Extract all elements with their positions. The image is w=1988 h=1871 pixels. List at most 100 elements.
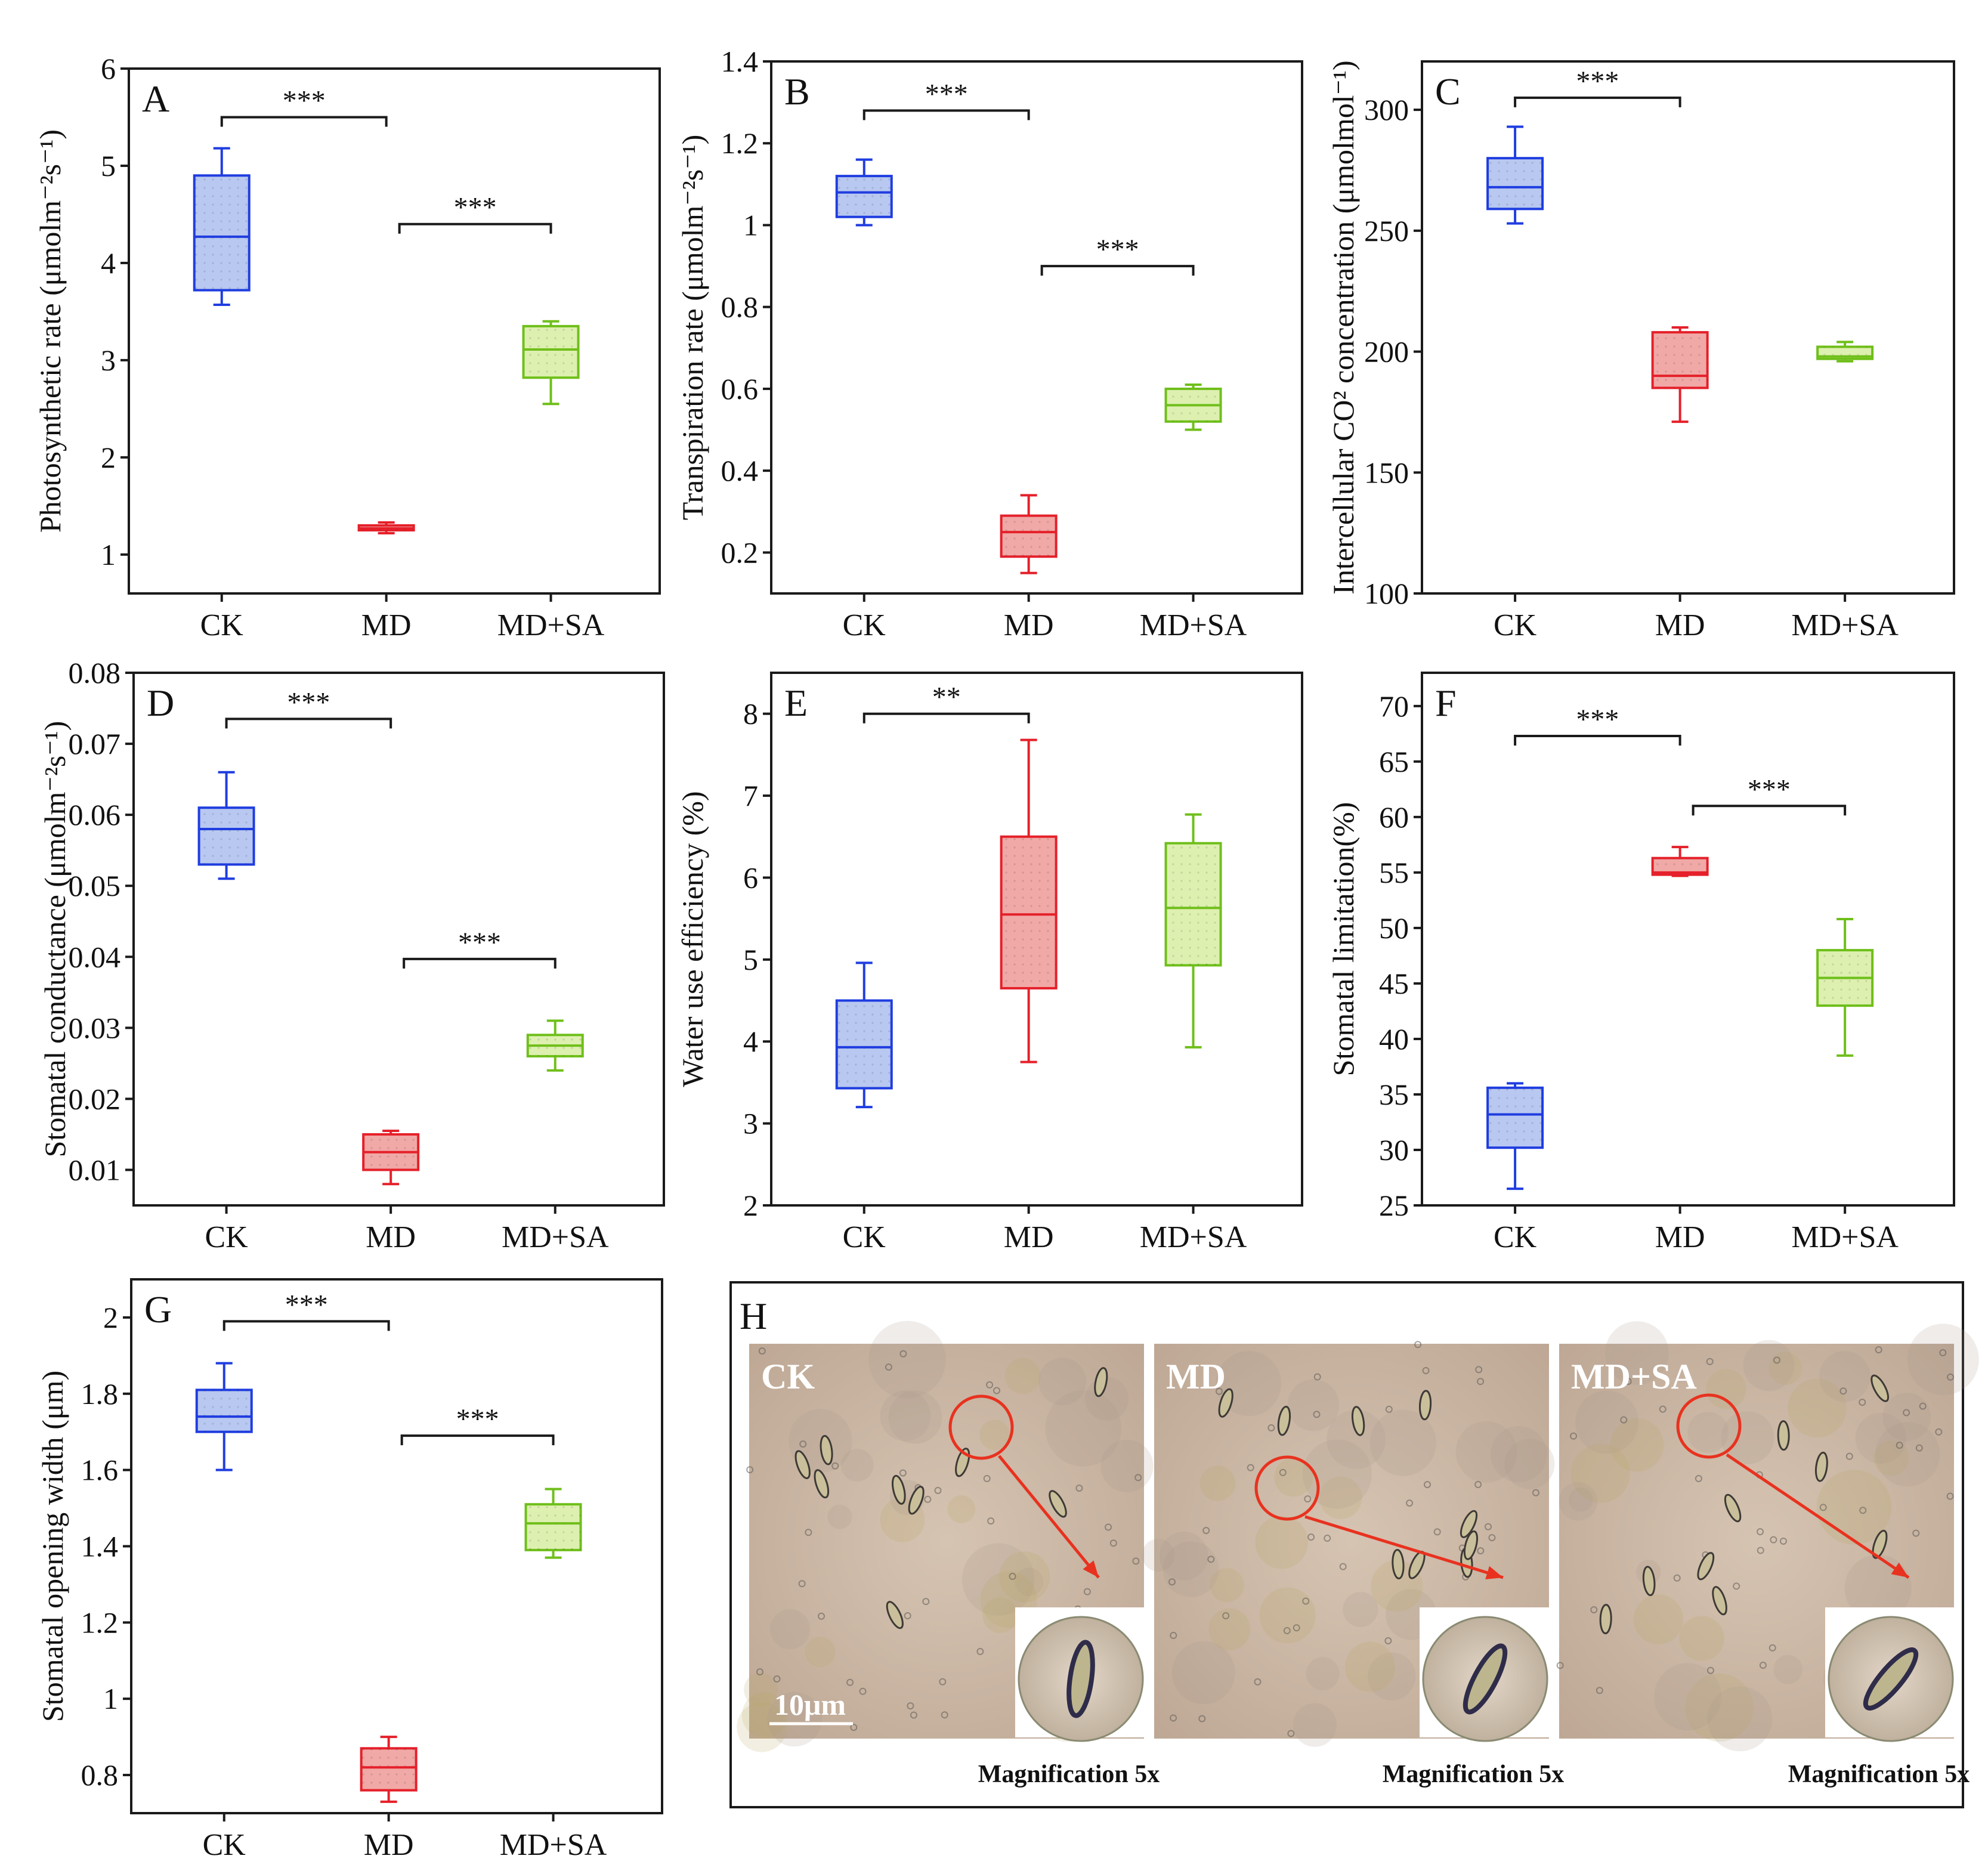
cell-dot [1406,1499,1414,1507]
y-tick-label: 0.05 [69,869,121,902]
cell-dot [904,1612,911,1620]
cell-texture [1038,1357,1087,1406]
y-tick-label: 70 [1379,689,1409,723]
cell-texture [880,1390,931,1442]
cell-texture [744,1672,778,1707]
significance-bracket [1514,96,1681,107]
cell-texture [770,1609,811,1650]
significance-label: *** [458,927,501,958]
cell-texture [1455,1421,1517,1483]
arrow-head [1891,1562,1909,1578]
cell-texture [982,1597,1018,1633]
y-tick-label: 4 [743,1025,758,1058]
box-md [1000,494,1058,574]
box-texture [1001,836,1056,988]
plot-frame [1421,672,1955,1207]
x-category-label: MD+SA [1140,1220,1247,1254]
plot-frame [770,60,1303,595]
cell-dot [993,1387,1001,1394]
box-ck [197,771,255,880]
significance-label: *** [1576,704,1619,735]
cell-dot [1222,1612,1230,1620]
cell-texture [1721,1411,1774,1465]
cell-dot [1659,1405,1667,1413]
cell-texture [1319,1476,1362,1520]
cell-dot [1202,1527,1210,1535]
cell-texture [1687,1411,1729,1453]
micrograph-label: MD+SA [1571,1357,1697,1396]
cell-dot [922,1598,930,1606]
chart-panel-e: 2 3 4 5 6 7 8 CK MD MD+SA Water use efficiency (%)… [676,672,1303,1254]
cell-dot [1422,1367,1430,1375]
panel-h-frame [729,1281,1964,1808]
cell-dot [1769,1644,1776,1652]
cell-dot [987,1517,995,1525]
cell-texture [1293,1703,1337,1747]
cell-dot [1198,1715,1206,1722]
box-ck [193,147,251,306]
significance-label: ** [932,682,961,713]
chart-panel-d: 0.01 0.02 0.03 0.04 0.05 0.06 0.07 0.08 CK MD MD+S… [38,656,665,1254]
stoma [1351,1406,1365,1436]
cell-dot [1532,1489,1539,1496]
x-category-label: MD [361,608,412,642]
y-tick-label: 1 [103,1682,118,1715]
cell-texture [1142,1538,1175,1572]
cell-texture [1004,1358,1041,1394]
cell-dot [1105,1523,1112,1531]
stoma [1777,1420,1790,1451]
panel-letter: G [144,1288,172,1331]
y-tick-label: 2 [103,1301,118,1334]
box-md [1000,738,1058,1063]
cell-texture [1769,1352,1803,1385]
y-tick-label: 0.03 [69,1011,121,1044]
stoma [886,1601,904,1629]
cell-dot [934,1486,942,1494]
cell-dot [756,1668,763,1676]
cell-texture [1171,1641,1235,1705]
cell-dot [1773,1356,1780,1364]
box-md-sa [1164,813,1222,1049]
y-tick-label: 0.08 [69,656,121,689]
cell-dot [798,1580,806,1588]
y-tick-label: 0.02 [69,1082,121,1115]
plot-frame [128,67,661,595]
stoma [1277,1405,1291,1436]
cell-texture [1160,1531,1208,1581]
cell-dot [941,1711,948,1719]
y-tick-label: 1.6 [81,1453,119,1487]
cell-texture [1491,1425,1547,1483]
x-category-label: MD+SA [1791,608,1899,642]
cell-dot [1757,1528,1764,1536]
y-tick-label: 40 [1379,1022,1409,1056]
significance-label: *** [454,192,497,224]
x-category-label: MD+SA [1791,1220,1899,1254]
cell-dot [1590,1606,1598,1614]
x-category-label: MD+SA [500,1828,607,1862]
panel-letter: A [142,78,169,120]
box-md [1651,846,1709,877]
cell-dot [1293,1624,1300,1632]
cell-dot [1170,1714,1177,1722]
cell-dot [899,1350,907,1357]
stoma [1094,1367,1108,1397]
cell-dot [773,1675,781,1683]
cell-dot [1207,1555,1215,1563]
cell-dot [1075,1485,1083,1492]
y-tick-label: 60 [1379,800,1409,834]
significance-label: *** [285,1289,328,1320]
stoma [1218,1388,1233,1418]
y-tick-label: 0.4 [721,454,759,487]
x-category-label: CK [1494,608,1537,642]
cell-dot [1695,1474,1702,1482]
box-texture [196,1390,252,1432]
box-md [360,1736,418,1803]
cell-dot [850,1724,858,1731]
plot-frame [132,672,665,1207]
y-tick-label: 7 [743,779,758,812]
cell-dot [1254,1678,1262,1686]
arrow-line [1726,1453,1910,1579]
x-category-label: CK [1494,1220,1537,1254]
cell-dot [986,1381,994,1388]
